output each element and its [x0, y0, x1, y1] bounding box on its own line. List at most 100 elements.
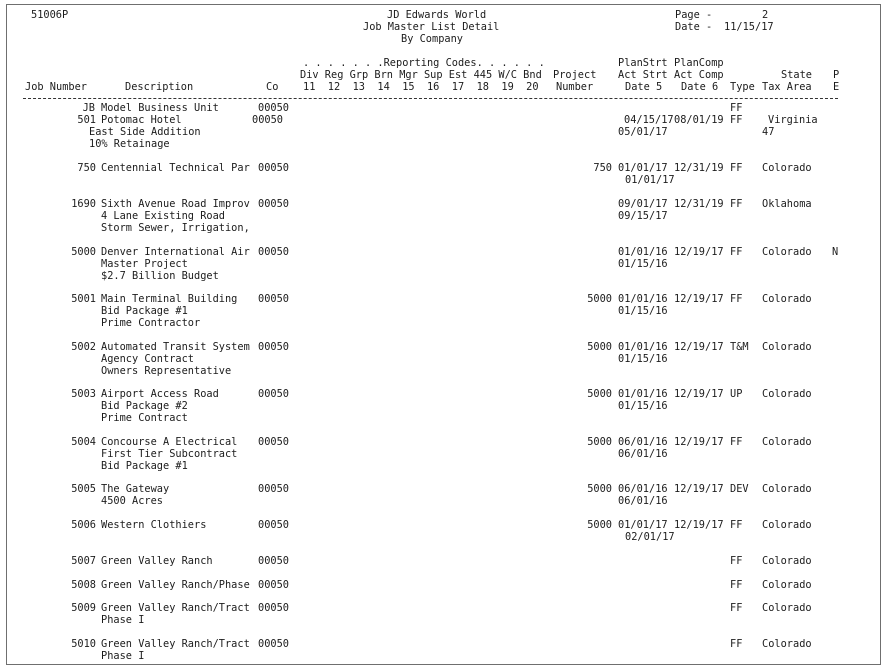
company: 00050 [258, 638, 289, 650]
contract-type: FF [730, 579, 743, 591]
header-job-number: Job Number [25, 81, 87, 93]
contract-type: FF [730, 293, 743, 305]
header-act-comp: Act Comp [674, 69, 724, 81]
actual-start-date: 09/15/17 [618, 210, 668, 222]
report-page: 51006P JD Edwards World Job Master List … [6, 4, 881, 665]
job-number: 5001 [71, 293, 96, 305]
description-line-3: Prime Contract [101, 412, 188, 424]
actual-start-date: 05/01/17 [618, 126, 668, 138]
contract-type: FF [730, 638, 743, 650]
header-separator [23, 98, 838, 99]
project-number: 5000 [587, 388, 612, 400]
company-name: JD Edwards World [387, 9, 487, 21]
comp-date: 08/01/19 [674, 114, 724, 126]
state: Colorado [762, 388, 812, 400]
contract-type: FF [730, 102, 743, 114]
job-number: 5010 [71, 638, 96, 650]
header-date6: Date 6 [681, 81, 719, 93]
actual-start-date: 06/01/16 [618, 495, 668, 507]
job-number: 5006 [71, 519, 96, 531]
contract-type: FF [730, 162, 743, 174]
state: Virginia [768, 114, 818, 126]
description-line-3: Prime Contractor [101, 317, 201, 329]
project-number: 5000 [587, 436, 612, 448]
start-date: 04/15/17 [624, 114, 674, 126]
description-line-2: Master Project [101, 258, 188, 270]
project-number: 5000 [587, 519, 612, 531]
job-description: Model Business Unit [101, 102, 219, 114]
header-plan-comp: PlanComp [674, 57, 724, 69]
start-date: 01/01/16 [618, 246, 668, 258]
description-line-2: Phase I [101, 614, 145, 626]
description-line-2: 4 Lane Existing Road [101, 210, 225, 222]
page-number: 2 [762, 9, 769, 21]
job-description: Automated Transit System [101, 341, 250, 353]
start-date: 06/01/16 [618, 483, 668, 495]
header-co: Co [266, 81, 279, 93]
job-number: 5005 [71, 483, 96, 495]
contract-type: T&M [730, 341, 749, 353]
comp-date: 12/31/19 [674, 162, 724, 174]
company: 00050 [258, 341, 289, 353]
job-number: 501 [77, 114, 96, 126]
header-plan-start: PlanStrt [618, 57, 668, 69]
date-value: 11/15/17 [724, 21, 774, 33]
start-date: 06/01/16 [618, 436, 668, 448]
state: Colorado [762, 436, 812, 448]
job-description: Centennial Technical Par [101, 162, 250, 174]
job-number: JB [82, 102, 95, 114]
description-line-3: Storm Sewer, Irrigation, [101, 222, 250, 234]
description-line-2: Phase I [101, 650, 145, 662]
company: 00050 [252, 114, 283, 126]
project-number: 5000 [587, 293, 612, 305]
job-number: 5007 [71, 555, 96, 567]
comp-date: 12/19/17 [674, 293, 724, 305]
actual-start-date: 06/01/16 [618, 448, 668, 460]
comp-date: 12/19/17 [674, 436, 724, 448]
actual-start-date: 01/01/17 [625, 174, 675, 186]
project-number: 750 [593, 162, 612, 174]
start-date: 01/01/16 [618, 388, 668, 400]
company: 00050 [258, 246, 289, 258]
job-number: 5004 [71, 436, 96, 448]
actual-start-date: 01/15/16 [618, 353, 668, 365]
actual-start-date: 01/15/16 [618, 305, 668, 317]
contract-type: FF [730, 246, 743, 258]
job-description: Green Valley Ranch/Phase [101, 579, 250, 591]
description-line-3: $2.7 Billion Budget [101, 270, 219, 282]
company: 00050 [258, 579, 289, 591]
job-description: Potomac Hotel [101, 114, 182, 126]
comp-date: 12/19/17 [674, 519, 724, 531]
company: 00050 [258, 483, 289, 495]
contract-type: FF [730, 519, 743, 531]
company: 00050 [258, 388, 289, 400]
comp-date: 12/31/19 [674, 198, 724, 210]
job-description: The Gateway [101, 483, 170, 495]
header-reporting-codes: . . . . . . .Reporting Codes. . . . . . [303, 57, 545, 69]
header-act-start: Act Strt [618, 69, 668, 81]
state: Colorado [762, 483, 812, 495]
state: Colorado [762, 638, 812, 650]
actual-start-date: 01/15/16 [618, 400, 668, 412]
job-number: 5000 [71, 246, 96, 258]
company: 00050 [258, 555, 289, 567]
header-codes-numbers: 11 12 13 14 15 16 17 18 19 20 [303, 81, 539, 93]
company: 00050 [258, 102, 289, 114]
description-line-2: Bid Package #1 [101, 305, 188, 317]
state: Colorado [762, 162, 812, 174]
start-date: 01/01/16 [618, 341, 668, 353]
comp-date: 12/19/17 [674, 341, 724, 353]
start-date: 09/01/17 [618, 198, 668, 210]
project-number: 5000 [587, 341, 612, 353]
contract-type: UP [730, 388, 743, 400]
page-label: Page - [675, 9, 713, 21]
report-subtitle: By Company [401, 33, 463, 45]
contract-type: DEV [730, 483, 749, 495]
state: Colorado [762, 341, 812, 353]
description-line-2: First Tier Subcontract [101, 448, 238, 460]
state: Colorado [762, 555, 812, 567]
job-number: 5008 [71, 579, 96, 591]
job-description: Green Valley Ranch/Tract [101, 602, 250, 614]
comp-date: 12/19/17 [674, 388, 724, 400]
date-label: Date - [675, 21, 713, 33]
